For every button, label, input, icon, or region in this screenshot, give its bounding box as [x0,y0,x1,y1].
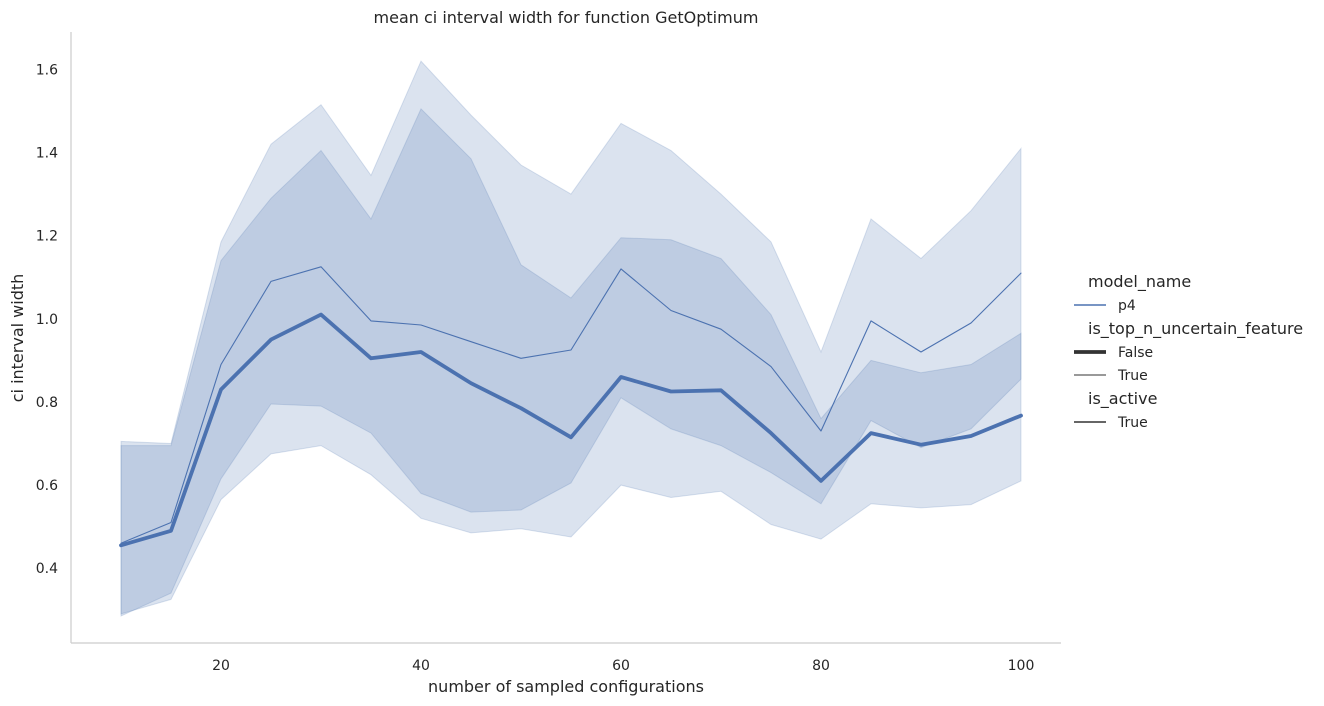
legend: model_name p4 is_top_n_uncertain_feature Fa… [1074,272,1303,431]
y-tick-label: 1.6 [36,62,58,78]
y-tick-label: 1.2 [36,229,58,245]
y-axis-ticks: 0.4 0.6 0.8 1.0 1.2 1.4 1.6 [36,62,58,577]
ci-band-false [120,60,1022,615]
ci-band-true [120,108,1022,617]
legend-entry-label: True [1117,368,1148,384]
x-axis-label: number of sampled configurations [428,677,704,696]
series-line-false [119,312,1023,548]
x-tick-label: 100 [1008,658,1035,674]
x-tick-label: 20 [212,658,230,674]
y-tick-label: 1.4 [36,146,58,162]
x-tick-label: 60 [612,658,630,674]
legend-entry-label: True [1117,415,1148,431]
y-tick-label: 0.6 [36,478,58,494]
legend-title: is_top_n_uncertain_feature [1088,319,1303,339]
ci-bands [120,60,1022,617]
y-tick-label: 1.0 [36,312,58,328]
legend-entry-label: False [1118,345,1153,361]
y-tick-label: 0.8 [36,395,58,411]
y-axis-label: ci interval width [8,274,27,403]
y-tick-label: 0.4 [36,561,58,577]
x-axis-ticks: 20 40 60 80 100 [212,658,1034,674]
series-line-true [120,266,1022,544]
chart-title: mean ci interval width for function GetO… [374,8,759,27]
legend-title: model_name [1088,272,1191,292]
x-tick-label: 80 [812,658,830,674]
legend-title: is_active [1088,389,1157,409]
legend-entry-label: p4 [1118,298,1136,314]
x-tick-label: 40 [412,658,430,674]
series-lines [119,266,1023,548]
